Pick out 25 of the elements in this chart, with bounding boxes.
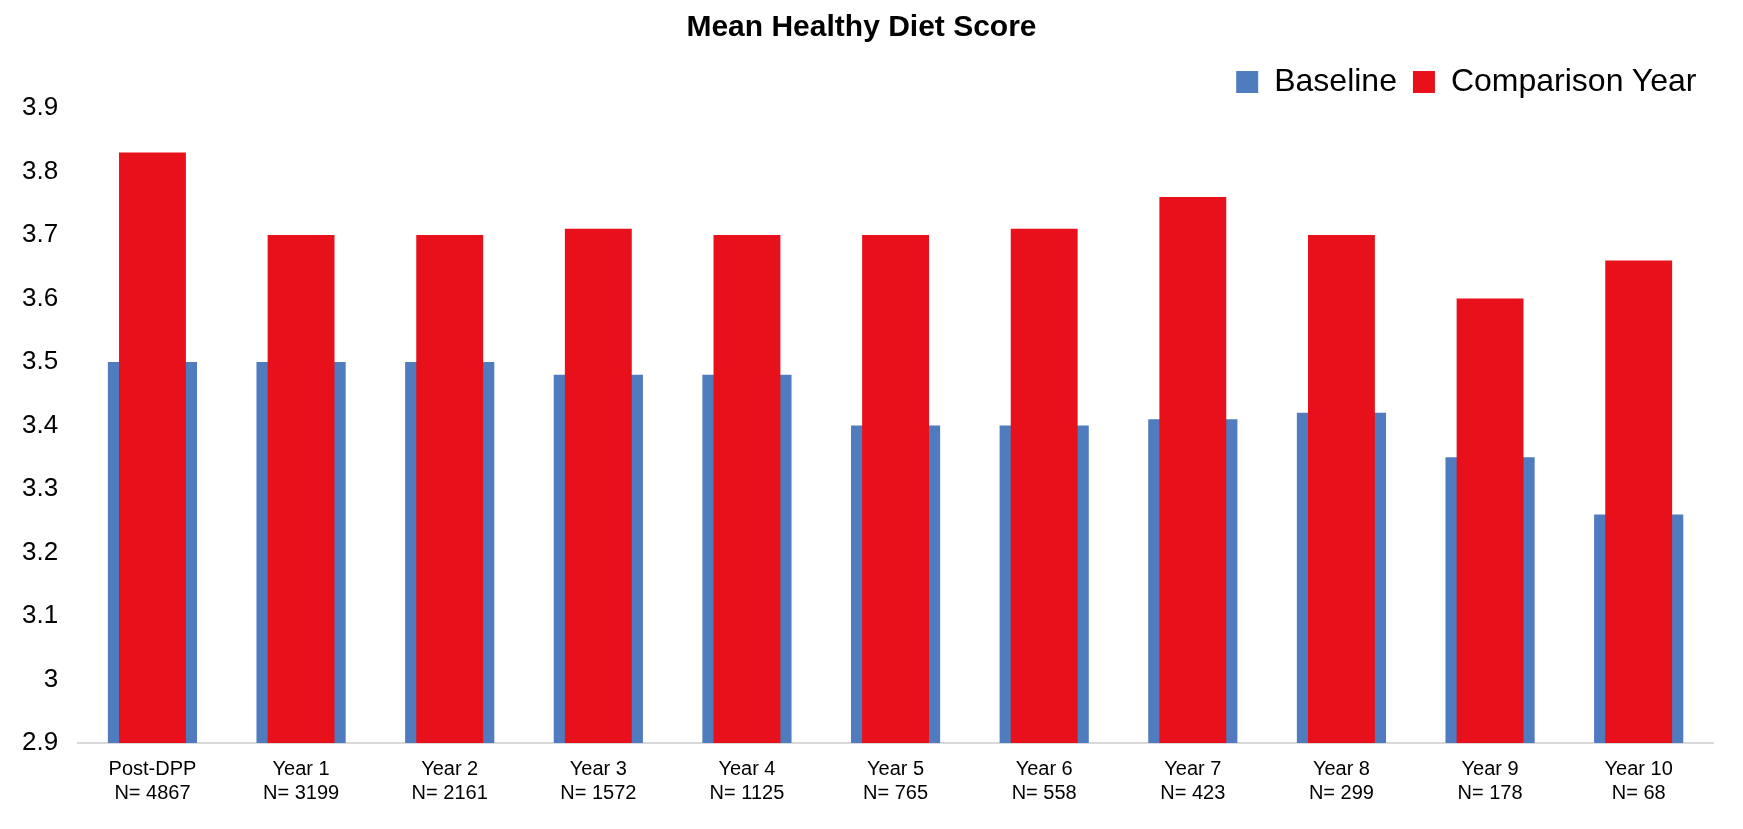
x-tick-label: Year 1 N= 3199 <box>262 756 340 803</box>
y-tick-label: 3.6 <box>21 281 59 312</box>
y-tick-label: 3.3 <box>21 472 59 503</box>
legend-label: Baseline <box>1274 61 1397 98</box>
x-tick-label: Year 10 N= 68 <box>1604 756 1673 803</box>
x-tick-label: Year 5 N= 765 <box>863 756 929 803</box>
y-tick-label: 3 <box>43 662 59 693</box>
x-tick-label: Year 9 N= 178 <box>1457 756 1523 803</box>
x-tick-label: Year 2 N= 2161 <box>411 756 488 803</box>
x-tick-label: Year 6 N= 558 <box>1011 756 1077 803</box>
x-tick-label: Year 4 N= 1125 <box>709 756 785 803</box>
y-tick-label: 3.8 <box>21 154 59 185</box>
y-tick-label: 3.4 <box>21 408 59 439</box>
y-tick-label: 3.1 <box>21 599 59 630</box>
x-tick-label: Year 7 N= 423 <box>1160 756 1226 803</box>
y-tick-label: 3.7 <box>21 218 59 249</box>
y-tick-label: 2.9 <box>21 726 59 757</box>
x-tick-label: Year 3 N= 1572 <box>560 756 637 803</box>
x-tick-label: Post-DPP N= 4867 <box>108 756 197 803</box>
chart-title: Mean Healthy Diet Score <box>686 9 1037 43</box>
x-tick-label: Year 8 N= 299 <box>1308 756 1374 803</box>
y-tick-label: 3.9 <box>21 91 59 122</box>
y-tick-label: 3.5 <box>21 345 59 376</box>
legend-label: Comparison Year <box>1450 61 1697 98</box>
y-tick-label: 3.2 <box>21 535 59 566</box>
